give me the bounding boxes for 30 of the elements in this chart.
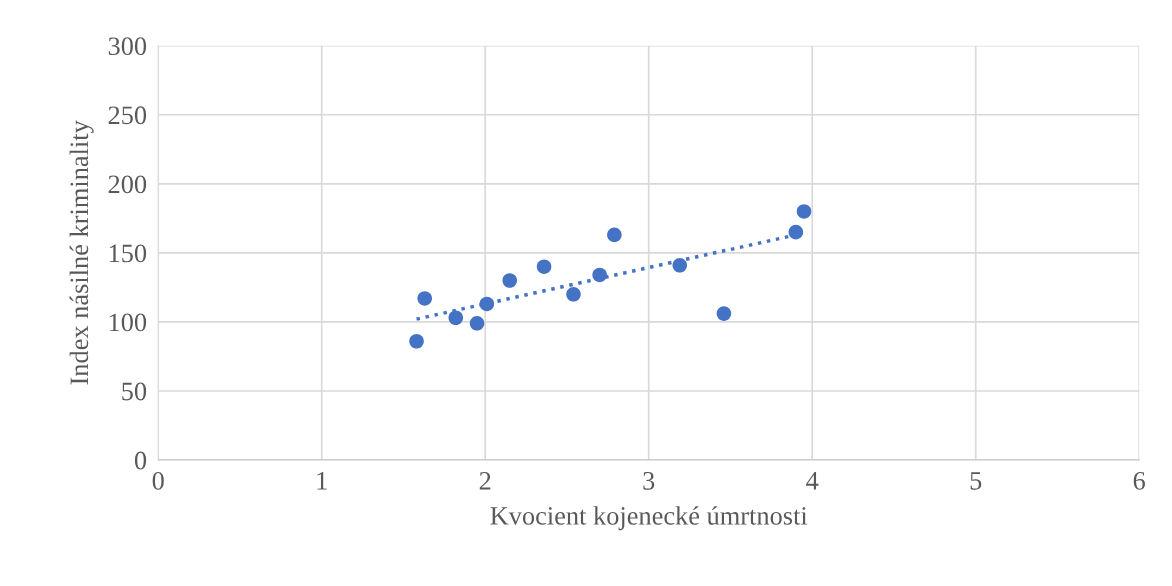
y-tick-label: 50 [122,382,147,401]
point [788,224,804,240]
y-tick-label: 100 [109,313,147,332]
point [536,259,552,274]
x-tick-label: 2 [479,471,491,490]
point [607,227,622,243]
point [479,296,495,312]
y-tick-label: 200 [108,175,147,194]
point [672,258,688,273]
x-tick-label: 4 [806,472,819,490]
point [417,291,432,306]
x-tick-label: 0 [152,471,164,490]
point [409,333,424,349]
x-tick-label: 3 [643,471,655,490]
y-tick-label: 150 [109,244,147,263]
y-tick-label: 0 [134,451,147,470]
x-axis-title: Kvocient kojenecké úmrtnosti [490,506,808,531]
point [796,204,812,219]
y-tick-label: 250 [108,106,147,125]
y-axis-title: Index násilné kriminality [69,120,94,385]
point [469,316,485,331]
point [592,267,607,283]
x-tick-label: 1 [317,472,327,490]
y-tick-label: 300 [108,37,147,56]
point [448,310,464,326]
x-tick-label: 5 [970,472,982,490]
point [716,306,732,321]
point [566,287,581,302]
point [502,273,518,288]
x-tick-label: 6 [1133,471,1145,490]
